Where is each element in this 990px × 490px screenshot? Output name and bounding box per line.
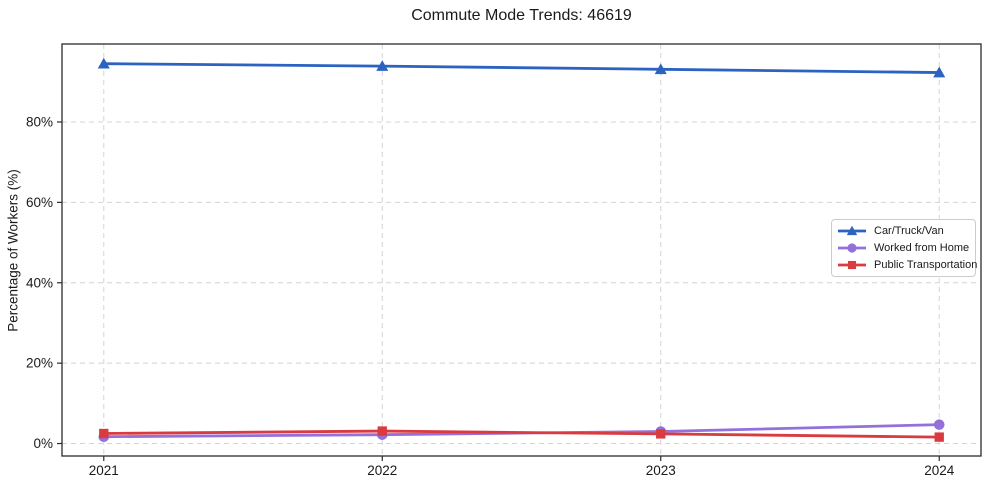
y-tick-label: 20% (26, 356, 53, 371)
series-marker-public-transportation (377, 426, 387, 436)
y-tick-label: 60% (26, 195, 53, 210)
series-marker-car-truck-van (654, 63, 667, 75)
x-tick-label: 2022 (367, 463, 397, 478)
x-tick-label: 2024 (924, 463, 955, 478)
legend-label: Worked from Home (874, 241, 970, 254)
series-marker-public-transportation (656, 429, 666, 439)
series-marker-worked-from-home (933, 419, 945, 430)
series-marker-car-truck-van (97, 57, 110, 69)
legend-label: Car/Truck/Van (874, 225, 944, 238)
axes-frame (61, 43, 982, 457)
legend-line-square-marker (838, 260, 866, 269)
series-line-car-truck-van (103, 62, 940, 74)
legend-sample-marker (847, 260, 857, 269)
legend-item-worked-from-home: Worked from Home (837, 240, 969, 256)
legend-line-triangle-marker (838, 226, 866, 236)
chart-title: Commute Mode Trends: 46619 (411, 7, 632, 24)
series-marker-car-truck-van (933, 66, 946, 78)
series-marker-car-truck-van (376, 60, 389, 71)
legend-item-car-truck-van: Car/Truck/Van (837, 223, 969, 239)
legend-sample-marker (847, 243, 857, 253)
x-tick-label: 2023 (646, 463, 676, 478)
y-tick-label: 80% (26, 114, 53, 129)
series-marker-public-transportation (934, 432, 944, 442)
legend-sample-marker (846, 226, 858, 236)
series-marker-public-transportation (99, 428, 109, 439)
legend-item-public-transportation: Public Transportation (837, 257, 977, 273)
y-tick-label: 0% (33, 436, 53, 451)
y-tick-label: 40% (26, 275, 53, 290)
legend: Car/Truck/Van Worked from Home Public Tr… (831, 219, 977, 277)
x-tick-label: 2021 (89, 463, 119, 478)
series-line-public-transportation (103, 429, 940, 439)
legend-line-circle-marker (838, 243, 866, 253)
legend-label: Public Transportation (874, 258, 978, 271)
